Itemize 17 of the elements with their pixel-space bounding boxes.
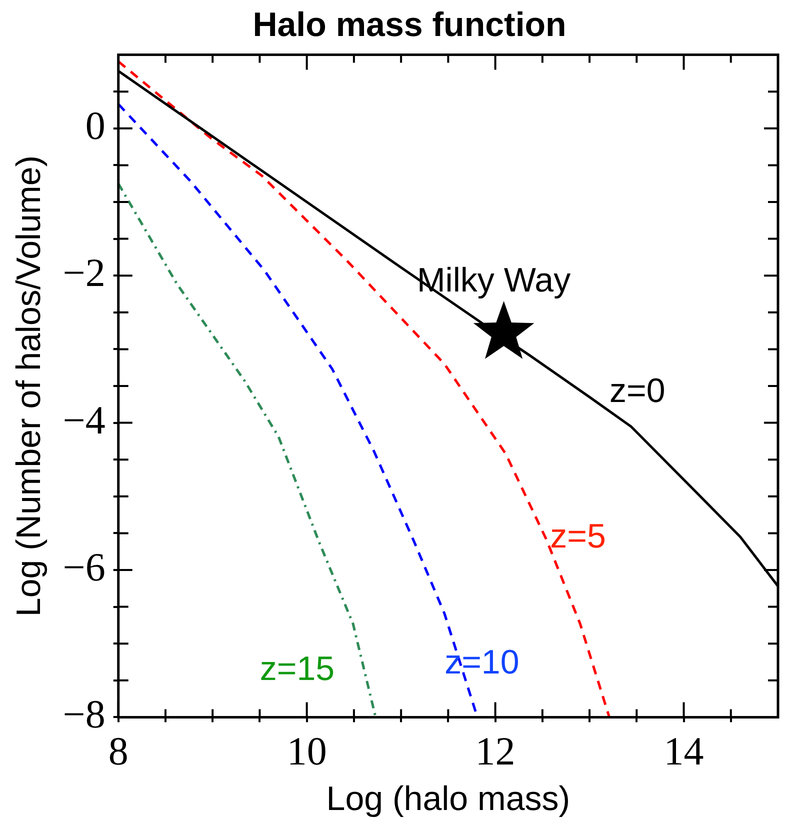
x-tick-label: 8 — [108, 728, 128, 774]
series-label: z=0 — [609, 372, 666, 410]
y-tick-label: −2 — [62, 250, 106, 296]
x-tick-label: 14 — [664, 728, 704, 774]
series-label: z=5 — [550, 518, 606, 556]
chart-title: Halo mass function — [252, 6, 566, 44]
series-label: z=15 — [260, 650, 335, 688]
x-axis-title: Log (halo mass) — [326, 780, 570, 818]
x-tick-label: 12 — [475, 728, 516, 774]
y-tick-label: −4 — [62, 397, 106, 442]
series-label: Milky Way — [416, 261, 571, 300]
y-tick-label: −8 — [62, 692, 106, 737]
series-label: z=10 — [444, 644, 520, 682]
y-tick-label: 0 — [85, 102, 106, 148]
y-axis-title: Log (Number of halos/Volume) — [10, 155, 48, 617]
x-tick-label: 10 — [286, 728, 327, 774]
y-tick-label: −6 — [62, 544, 106, 590]
